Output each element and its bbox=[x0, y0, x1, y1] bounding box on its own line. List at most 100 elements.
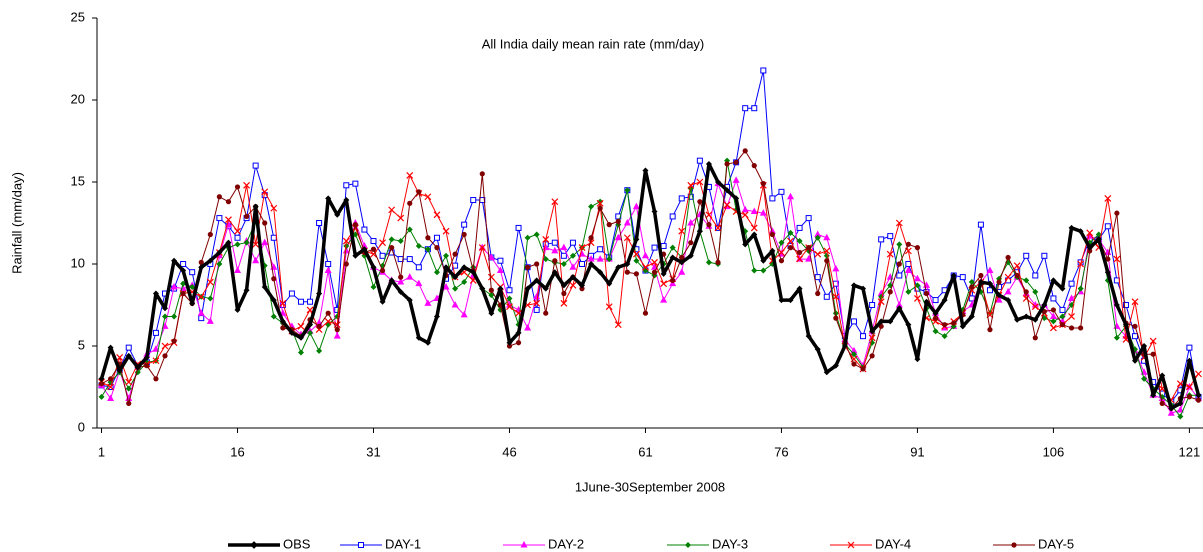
x-axis-title: 1June-30September 2008 bbox=[575, 479, 725, 494]
marker bbox=[424, 193, 432, 201]
marker bbox=[968, 313, 975, 320]
marker bbox=[180, 290, 186, 297]
marker bbox=[1122, 302, 1129, 308]
marker bbox=[343, 182, 350, 189]
marker bbox=[551, 239, 558, 246]
marker bbox=[914, 282, 921, 289]
marker bbox=[641, 251, 649, 259]
marker bbox=[1050, 307, 1057, 313]
marker bbox=[588, 235, 594, 241]
marker bbox=[171, 313, 178, 320]
marker bbox=[252, 162, 259, 169]
marker bbox=[642, 167, 649, 174]
marker bbox=[742, 241, 749, 248]
series-line bbox=[99, 162, 1201, 411]
marker bbox=[488, 310, 495, 317]
marker bbox=[1132, 333, 1139, 340]
marker bbox=[560, 299, 568, 307]
marker bbox=[914, 295, 921, 302]
marker bbox=[506, 287, 513, 294]
legend-label: DAY-1 bbox=[385, 536, 421, 551]
legend-label: DAY-4 bbox=[875, 536, 911, 551]
marker bbox=[877, 298, 885, 306]
marker bbox=[914, 356, 921, 363]
marker bbox=[1195, 370, 1202, 378]
marker bbox=[487, 253, 495, 260]
marker bbox=[796, 249, 803, 256]
marker bbox=[932, 297, 939, 304]
marker bbox=[587, 239, 595, 247]
marker bbox=[1031, 303, 1039, 311]
marker bbox=[1059, 322, 1066, 328]
marker bbox=[814, 250, 822, 258]
marker bbox=[606, 280, 613, 287]
marker bbox=[325, 195, 332, 202]
marker bbox=[207, 295, 214, 302]
marker bbox=[1068, 313, 1075, 320]
marker bbox=[225, 239, 232, 246]
marker bbox=[252, 203, 259, 210]
y-tick-label: 5 bbox=[78, 337, 85, 352]
marker bbox=[1059, 285, 1066, 292]
marker bbox=[669, 244, 676, 251]
marker bbox=[696, 178, 704, 186]
marker bbox=[750, 207, 758, 215]
marker bbox=[651, 269, 658, 275]
marker bbox=[524, 285, 531, 292]
marker bbox=[896, 261, 902, 267]
marker bbox=[152, 290, 159, 297]
marker bbox=[461, 221, 468, 228]
marker bbox=[107, 383, 115, 391]
y-tick-label: 10 bbox=[71, 255, 85, 270]
marker bbox=[424, 299, 432, 306]
marker bbox=[887, 233, 894, 240]
marker bbox=[324, 266, 332, 274]
marker bbox=[152, 329, 159, 336]
marker bbox=[633, 257, 640, 264]
marker bbox=[633, 236, 640, 243]
marker bbox=[442, 282, 450, 290]
marker bbox=[697, 199, 703, 205]
marker bbox=[787, 237, 794, 245]
marker bbox=[569, 281, 577, 289]
marker bbox=[633, 271, 640, 277]
marker bbox=[488, 287, 494, 293]
marker bbox=[796, 224, 803, 231]
marker bbox=[497, 285, 504, 292]
marker bbox=[216, 249, 223, 256]
marker bbox=[1049, 312, 1057, 319]
marker bbox=[379, 239, 386, 247]
marker bbox=[705, 259, 712, 266]
marker bbox=[733, 195, 740, 202]
marker bbox=[669, 254, 676, 261]
marker bbox=[171, 257, 178, 264]
marker bbox=[1177, 400, 1184, 407]
marker bbox=[470, 269, 477, 276]
marker bbox=[1086, 229, 1094, 237]
marker bbox=[959, 274, 966, 281]
marker bbox=[488, 292, 495, 299]
marker bbox=[197, 293, 205, 301]
marker bbox=[832, 362, 839, 369]
marker bbox=[696, 157, 703, 164]
marker bbox=[333, 332, 341, 339]
marker bbox=[288, 329, 295, 336]
marker bbox=[1086, 244, 1093, 251]
marker bbox=[814, 234, 821, 241]
marker bbox=[750, 224, 758, 232]
marker bbox=[569, 239, 576, 246]
marker bbox=[624, 187, 631, 194]
marker bbox=[1004, 273, 1012, 281]
marker bbox=[107, 376, 114, 382]
marker bbox=[561, 290, 567, 297]
marker bbox=[506, 343, 513, 349]
marker bbox=[1068, 224, 1075, 231]
marker bbox=[225, 216, 232, 224]
marker bbox=[325, 261, 332, 267]
marker bbox=[505, 301, 513, 308]
marker bbox=[397, 214, 405, 222]
marker bbox=[316, 290, 323, 297]
marker bbox=[1150, 392, 1157, 399]
marker bbox=[596, 199, 604, 207]
marker bbox=[914, 245, 921, 251]
